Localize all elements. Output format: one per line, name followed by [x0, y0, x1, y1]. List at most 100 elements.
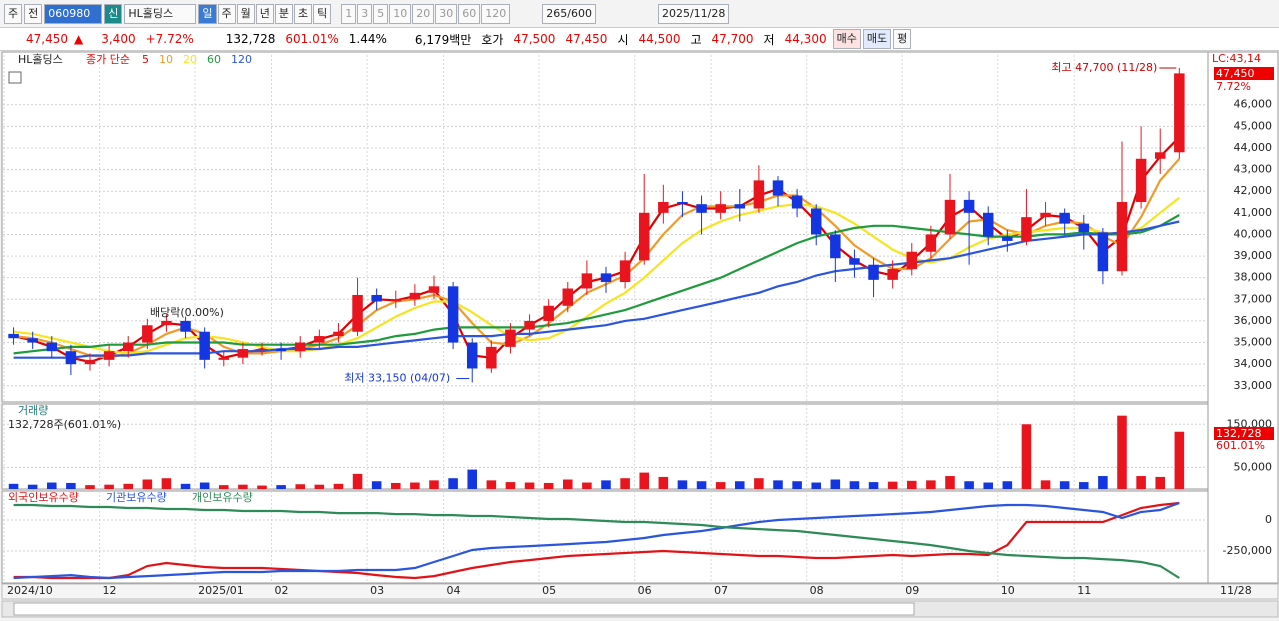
volume-bar [8, 483, 19, 489]
y-tick-label: 50,000 [1234, 460, 1273, 473]
volume-bar [467, 469, 477, 489]
volume-bar [1174, 431, 1185, 489]
period-button[interactable]: 분 [274, 4, 293, 24]
volume-bar [620, 478, 630, 489]
candle-body [314, 336, 325, 343]
x-tick-label: 03 [370, 584, 384, 597]
x-tick-label: 09 [905, 584, 919, 597]
interval-button[interactable]: 120 [481, 4, 511, 24]
volume-bar [1079, 482, 1089, 489]
candle-body [906, 251, 918, 270]
avg-button[interactable]: 평 [893, 29, 912, 49]
y-tick-label: 45,000 [1234, 119, 1273, 132]
y-tick-label: 33,000 [1234, 379, 1273, 392]
new-badge: 신 [104, 4, 123, 24]
volume-bar [352, 473, 363, 489]
volume-bar [333, 483, 344, 489]
interval-button[interactable]: 60 [458, 4, 481, 24]
volume-bar [448, 478, 458, 489]
candle-body [1135, 158, 1147, 203]
candle-body [791, 195, 803, 209]
cursor-date: 11/28 [1220, 584, 1252, 597]
candle-body [103, 351, 115, 360]
volume-bar [1021, 424, 1032, 489]
rate: +7.72% [145, 32, 194, 46]
x-tick-label: 05 [542, 584, 556, 597]
interval-button[interactable]: 10 [389, 4, 412, 24]
turnover: 1.44% [348, 32, 387, 46]
volume-bar [180, 483, 191, 489]
y-tick-label: 42,000 [1234, 184, 1273, 197]
volume-bar [907, 480, 917, 489]
interval-button[interactable]: 5 [373, 4, 389, 24]
event-note: 배당락(0.00%) [150, 306, 224, 319]
market-select[interactable]: 주 [4, 4, 23, 24]
volume-bar [563, 479, 573, 489]
candle-body [256, 349, 268, 351]
candle-body [925, 234, 937, 252]
period-button[interactable]: 년 [255, 4, 274, 24]
period-button[interactable]: 주 [217, 4, 236, 24]
volume-bar [391, 482, 401, 489]
volume-bar [926, 480, 936, 489]
count-box[interactable]: 265/600 [542, 4, 596, 24]
interval-button[interactable]: 1 [341, 4, 357, 24]
interval-button[interactable]: 30 [435, 4, 458, 24]
volume-bar [276, 485, 286, 489]
candle-body [753, 180, 765, 209]
legend-name: HL홀딩스 [18, 53, 63, 66]
candle-body [715, 204, 726, 213]
volume-bar [199, 482, 210, 489]
candle-body [333, 331, 344, 337]
code-input[interactable]: 060980 [44, 4, 103, 24]
axis-panel [1207, 51, 1279, 584]
candle-body [409, 292, 421, 300]
period-button[interactable]: 일 [198, 4, 217, 24]
volume-bar [658, 476, 669, 489]
candle-body [371, 294, 382, 302]
legend-entry: 10 [159, 53, 173, 66]
ratio-tag: 601.01% [1216, 439, 1265, 452]
volume-bar [371, 481, 382, 489]
y-tick-label: 36,000 [1234, 314, 1273, 327]
prev-button[interactable]: 전 [24, 4, 43, 24]
y-tick-label: -250,000 [1223, 544, 1272, 557]
volume-bar [1155, 476, 1165, 489]
stock-name[interactable]: HL홀딩스 [124, 4, 197, 24]
period-button[interactable]: 틱 [313, 4, 332, 24]
interval-button[interactable]: 20 [412, 4, 435, 24]
period-button[interactable]: 초 [294, 4, 313, 24]
y-tick-label: 39,000 [1234, 249, 1273, 262]
y-tick-label: 37,000 [1234, 292, 1273, 305]
volume-bar [161, 478, 172, 489]
date-box[interactable]: 2025/11/28 [657, 4, 730, 24]
scroll-thumb[interactable] [13, 602, 915, 616]
period-button[interactable]: 월 [236, 4, 255, 24]
volume-bar [1040, 480, 1051, 489]
y-tick-label: 34,000 [1234, 357, 1273, 370]
sell-button[interactable]: 매도 [862, 29, 892, 49]
candle-body [1097, 232, 1109, 272]
interval-button[interactable]: 3 [357, 4, 373, 24]
volume-bar [505, 482, 516, 489]
volume-bar [47, 482, 57, 489]
volume-bar [582, 482, 592, 489]
volume-bar [142, 479, 153, 489]
line [13, 501, 1180, 580]
volume-bar [295, 484, 305, 489]
interval-group: 1 3 5 10 20 30 60 120 [341, 4, 511, 24]
high-label: 고 [690, 32, 702, 47]
volume-bar [27, 484, 38, 489]
grid-icon[interactable] [8, 71, 22, 84]
candle-body [142, 325, 153, 343]
candle-body [505, 329, 516, 347]
buy-button[interactable]: 매수 [832, 29, 861, 49]
candle-body [161, 320, 172, 326]
candle-body [65, 351, 77, 365]
volume-bar [543, 482, 554, 489]
candle-body [830, 234, 841, 259]
